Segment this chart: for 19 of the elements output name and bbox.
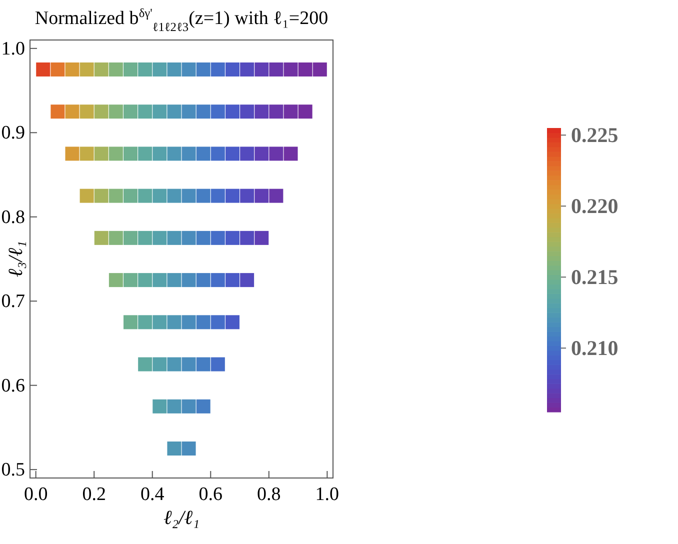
chart-title: Normalized b$^{δγ'}$$_{ℓ1ℓ2ℓ3}$(z=1) with ℓ₁=200 <box>34 6 328 34</box>
y-tick-label: 1.0 <box>1 38 25 60</box>
y-tick-label: 0.9 <box>1 122 25 144</box>
x-tick-label: 0.4 <box>140 484 165 505</box>
y-tick-label: 0.5 <box>1 460 25 481</box>
color-bar-label: 0.220 <box>571 194 618 218</box>
color-bar-label: 0.215 <box>571 265 618 290</box>
color-bar-label: 0.210 <box>571 336 618 360</box>
x-tick-label: 0.6 <box>198 484 223 505</box>
y-axis-title: ℓ₃/ℓ₁ <box>5 240 27 278</box>
x-tick-label: 0.8 <box>257 484 281 505</box>
x-tick-label: 1.0 <box>315 484 340 505</box>
y-tick-label: 0.6 <box>1 375 25 396</box>
y-tick-label: 0.8 <box>1 206 25 228</box>
x-axis-title: ℓ₂/ℓ₁ <box>163 507 200 529</box>
x-tick-label: 0.2 <box>82 484 106 505</box>
x-tick-label: 0.0 <box>24 484 48 505</box>
y-tick-label: 0.7 <box>1 291 25 312</box>
color-bar-label: 0.225 <box>571 123 618 148</box>
